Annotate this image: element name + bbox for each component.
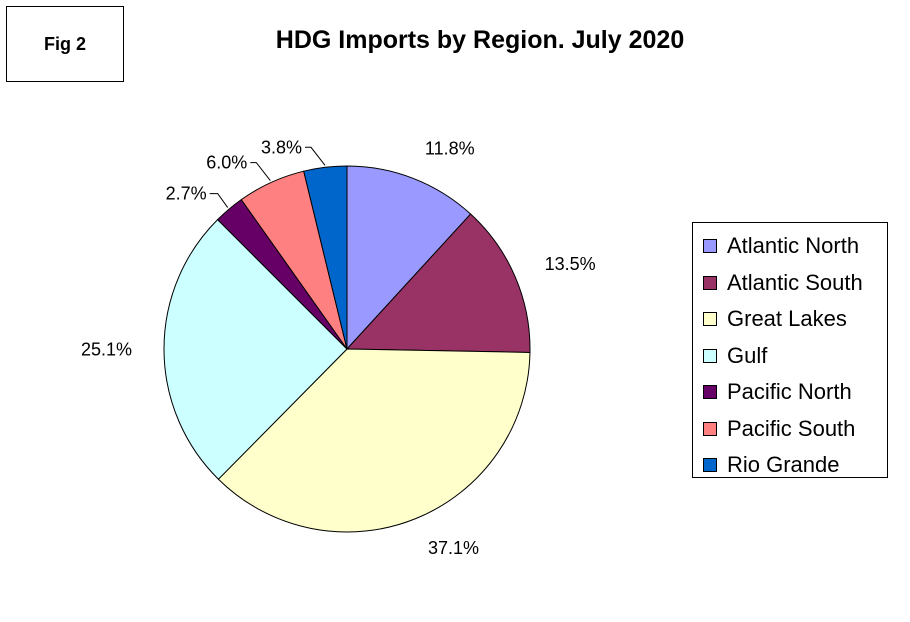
legend-swatch bbox=[703, 239, 717, 254]
legend-label: Pacific North bbox=[727, 379, 852, 405]
legend-item-pacific-north: Pacific North bbox=[703, 374, 887, 411]
legend-item-pacific-south: Pacific South bbox=[703, 411, 887, 448]
pie-slice-atlantic-south bbox=[345, 213, 531, 353]
data-label-rio-grande: 3.8% bbox=[261, 137, 302, 157]
chart-title: HDG Imports by Region. July 2020 bbox=[275, 26, 685, 54]
legend-label: Rio Grande bbox=[727, 452, 840, 478]
legend-item-gulf: Gulf bbox=[703, 338, 887, 375]
legend-swatch bbox=[703, 385, 717, 400]
legend-item-rio-grande: Rio Grande bbox=[703, 447, 887, 484]
pie-slice-gulf bbox=[163, 218, 348, 480]
legend-swatch bbox=[703, 421, 717, 436]
data-label-atlantic-south: 13.5% bbox=[545, 254, 596, 274]
pie-slice-atlantic-north bbox=[346, 165, 472, 351]
data-label-great-lakes: 37.1% bbox=[428, 538, 479, 558]
legend-item-atlantic-south: Atlantic South bbox=[703, 265, 887, 302]
data-label-pacific-north: 2.7% bbox=[166, 184, 207, 204]
pie-slice-rio-grande bbox=[303, 165, 348, 350]
chart-legend: Atlantic North Atlantic South Great Lakes G… bbox=[692, 222, 888, 478]
legend-label: Atlantic South bbox=[727, 269, 863, 295]
leader-line-pacific-south bbox=[250, 162, 271, 181]
legend-item-atlantic-north: Atlantic North bbox=[703, 228, 887, 265]
legend-label: Atlantic North bbox=[727, 233, 860, 259]
legend-item-great-lakes: Great Lakes bbox=[703, 301, 887, 338]
pie-slice-great-lakes bbox=[217, 348, 531, 533]
legend-label: Gulf bbox=[727, 342, 768, 368]
leader-line-pacific-north bbox=[209, 193, 229, 208]
data-label-pacific-south: 6.0% bbox=[206, 153, 247, 173]
legend-swatch bbox=[703, 458, 717, 473]
legend-label: Pacific South bbox=[727, 415, 856, 441]
data-label-gulf: 25.1% bbox=[81, 340, 132, 360]
legend-swatch bbox=[703, 275, 717, 290]
legend-swatch bbox=[703, 312, 717, 327]
figure-label: Fig 2 bbox=[6, 6, 124, 82]
legend-label: Great Lakes bbox=[727, 306, 847, 332]
data-label-atlantic-north: 11.8% bbox=[425, 139, 475, 159]
leader-line-rio-grande bbox=[305, 146, 326, 166]
legend-swatch bbox=[703, 348, 717, 363]
